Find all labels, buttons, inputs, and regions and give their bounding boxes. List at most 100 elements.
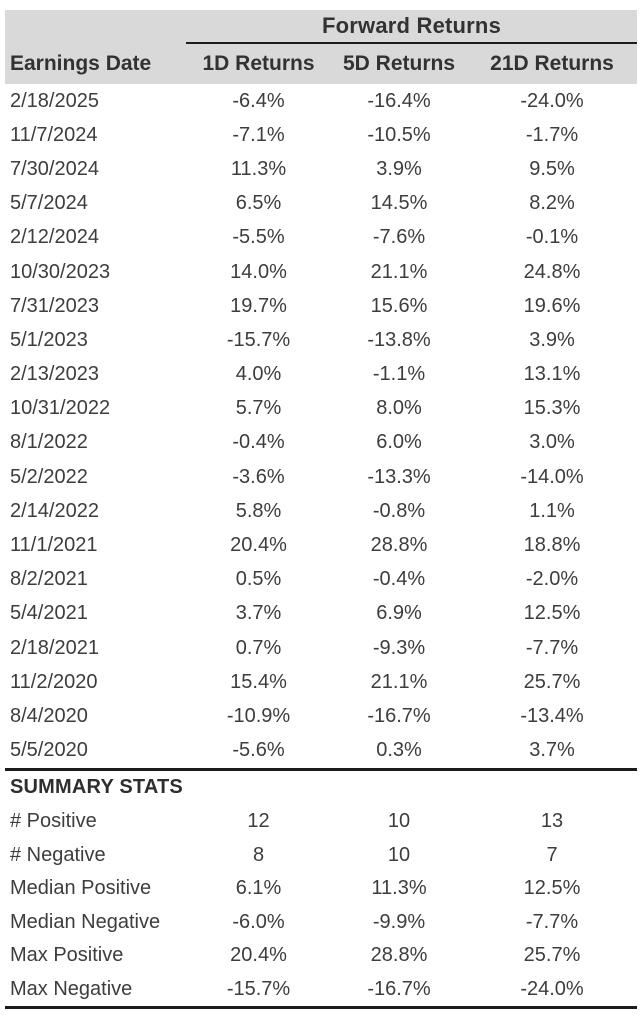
return-21d-cell: -7.7% — [525, 636, 579, 659]
earnings-date-cell: 11/2/2020 — [10, 670, 98, 693]
table-row: # Negative 8 10 7 — [5, 838, 637, 872]
summary-5d-value: -9.9% — [372, 910, 426, 933]
return-21d-cell: -13.4% — [520, 704, 584, 727]
earnings-date-cell: 2/14/2022 — [10, 499, 99, 522]
table-row: 8/2/2021 0.5% -0.4% -2.0% — [5, 563, 637, 597]
return-5d-cell: -9.3% — [372, 636, 426, 659]
return-21d-cell: 9.5% — [529, 157, 575, 180]
summary-5d-value: -16.7% — [367, 978, 431, 1001]
summary-5d-value: 10 — [387, 810, 411, 833]
earnings-date-cell: 5/2/2022 — [10, 465, 88, 488]
summary-21d-value: 25.7% — [523, 944, 581, 967]
return-1d-cell: -3.6% — [232, 465, 285, 488]
return-21d-cell: -14.0% — [520, 465, 584, 488]
return-5d-cell: 6.0% — [376, 431, 422, 454]
table-row: 11/1/2021 20.4% 28.8% 18.8% — [5, 528, 637, 562]
earnings-date-cell: 2/13/2023 — [10, 363, 99, 386]
return-21d-cell: -2.0% — [525, 568, 579, 591]
table-row: Median Negative -6.0% -9.9% -7.7% — [5, 906, 637, 940]
summary-21d-value: -7.7% — [525, 910, 579, 933]
return-5d-cell: -13.3% — [367, 465, 431, 488]
return-1d-cell: 14.0% — [230, 260, 287, 283]
earnings-date-cell: 8/4/2020 — [10, 704, 88, 727]
return-5d-cell: -0.4% — [372, 568, 426, 591]
table-row: Max Negative -15.7% -16.7% -24.0% — [5, 973, 637, 1007]
table-row: 5/2/2022 -3.6% -13.3% -14.0% — [5, 460, 637, 494]
return-5d-cell: 21.1% — [370, 670, 428, 693]
summary-5d-value: 28.8% — [370, 944, 428, 967]
return-1d-cell: -10.9% — [226, 704, 291, 727]
summary-21d-value: 12.5% — [523, 877, 581, 900]
return-5d-cell: -16.7% — [367, 704, 431, 727]
return-5d-cell: -1.1% — [372, 363, 426, 386]
column-header-5d-returns: 5D Returns — [342, 52, 456, 75]
table-row: 8/1/2022 -0.4% 6.0% 3.0% — [5, 426, 637, 460]
return-21d-cell: 3.0% — [529, 431, 575, 454]
return-21d-cell: 13.1% — [523, 363, 581, 386]
earnings-date-cell: 2/12/2024 — [10, 226, 99, 249]
return-5d-cell: 14.5% — [370, 192, 428, 215]
return-5d-cell: 15.6% — [370, 294, 428, 317]
return-21d-cell: -0.1% — [525, 226, 579, 249]
return-1d-cell: 11.3% — [230, 157, 287, 180]
return-5d-cell: 21.1% — [370, 260, 428, 283]
return-1d-cell: -6.4% — [232, 89, 285, 112]
table-body: 2/18/2025 -6.4% -16.4% -24.0% 11/7/2024 -7.1%… — [5, 84, 637, 768]
table-row: Max Positive 20.4% 28.8% 25.7% — [5, 939, 637, 973]
table-row: 2/18/2025 -6.4% -16.4% -24.0% — [5, 84, 637, 118]
earnings-date-cell: 7/31/2023 — [10, 294, 99, 317]
return-1d-cell: 0.7% — [235, 636, 282, 659]
return-5d-cell: 0.3% — [376, 739, 422, 762]
summary-stat-label: Median Positive — [10, 877, 152, 900]
table-row: 5/7/2024 6.5% 14.5% 8.2% — [5, 187, 637, 221]
return-21d-cell: 12.5% — [523, 602, 581, 625]
table-row: Median Positive 6.1% 11.3% 12.5% — [5, 872, 637, 906]
table-bottom-rule — [5, 1006, 637, 1010]
return-1d-cell: 5.7% — [235, 397, 282, 420]
earnings-date-cell: 10/30/2023 — [10, 260, 111, 283]
return-21d-cell: 3.7% — [529, 739, 575, 762]
summary-1d-value: 6.1% — [235, 877, 282, 900]
return-1d-cell: 4.0% — [235, 363, 282, 386]
column-header-21d-returns: 21D Returns — [490, 52, 614, 75]
summary-stat-label: Max Negative — [10, 978, 133, 1001]
column-header-1d-returns: 1D Returns — [202, 52, 315, 75]
table-row: 10/30/2023 14.0% 21.1% 24.8% — [5, 255, 637, 289]
table-row: 11/7/2024 -7.1% -10.5% -1.7% — [5, 118, 637, 152]
group-header-spacer — [5, 10, 186, 44]
return-1d-cell: 19.7% — [230, 294, 287, 317]
summary-stat-label: # Negative — [10, 843, 106, 866]
earnings-date-cell: 11/1/2021 — [10, 534, 98, 557]
return-21d-cell: 25.7% — [523, 670, 581, 693]
return-5d-cell: 28.8% — [370, 534, 428, 557]
return-21d-cell: 24.8% — [523, 260, 581, 283]
return-21d-cell: -1.7% — [525, 123, 579, 146]
return-5d-cell: -10.5% — [367, 123, 431, 146]
column-header-earnings-date: Earnings Date — [10, 52, 152, 75]
earnings-date-cell: 5/1/2023 — [10, 328, 88, 351]
summary-21d-value: 13 — [540, 810, 564, 833]
return-1d-cell: -0.4% — [232, 431, 285, 454]
table-row: 11/2/2020 15.4% 21.1% 25.7% — [5, 665, 637, 699]
table-row: 5/5/2020 -5.6% 0.3% 3.7% — [5, 734, 637, 768]
earnings-date-cell: 2/18/2025 — [10, 89, 99, 112]
summary-1d-value: 12 — [247, 810, 270, 833]
earnings-date-cell: 11/7/2024 — [10, 123, 98, 146]
summary-stat-label: # Positive — [10, 810, 97, 833]
table-row: # Positive 12 10 13 — [5, 805, 637, 839]
return-1d-cell: 3.7% — [235, 602, 282, 625]
earnings-date-cell: 5/4/2021 — [10, 602, 88, 625]
table-row: 7/31/2023 19.7% 15.6% 19.6% — [5, 289, 637, 323]
column-header-row: Earnings Date 1D Returns 5D Returns 21D … — [5, 44, 637, 84]
return-5d-cell: -0.8% — [372, 499, 426, 522]
return-5d-cell: -7.6% — [372, 226, 426, 249]
earnings-date-cell: 5/5/2020 — [10, 739, 88, 762]
return-21d-cell: 8.2% — [529, 192, 575, 215]
table-row: 2/13/2023 4.0% -1.1% 13.1% — [5, 358, 637, 392]
earnings-date-cell: 2/18/2021 — [10, 636, 99, 659]
return-1d-cell: -5.5% — [232, 226, 285, 249]
summary-stat-label: Median Negative — [10, 910, 161, 933]
table-row: 2/18/2021 0.7% -9.3% -7.7% — [5, 631, 637, 665]
earnings-date-cell: 10/31/2022 — [10, 397, 111, 420]
